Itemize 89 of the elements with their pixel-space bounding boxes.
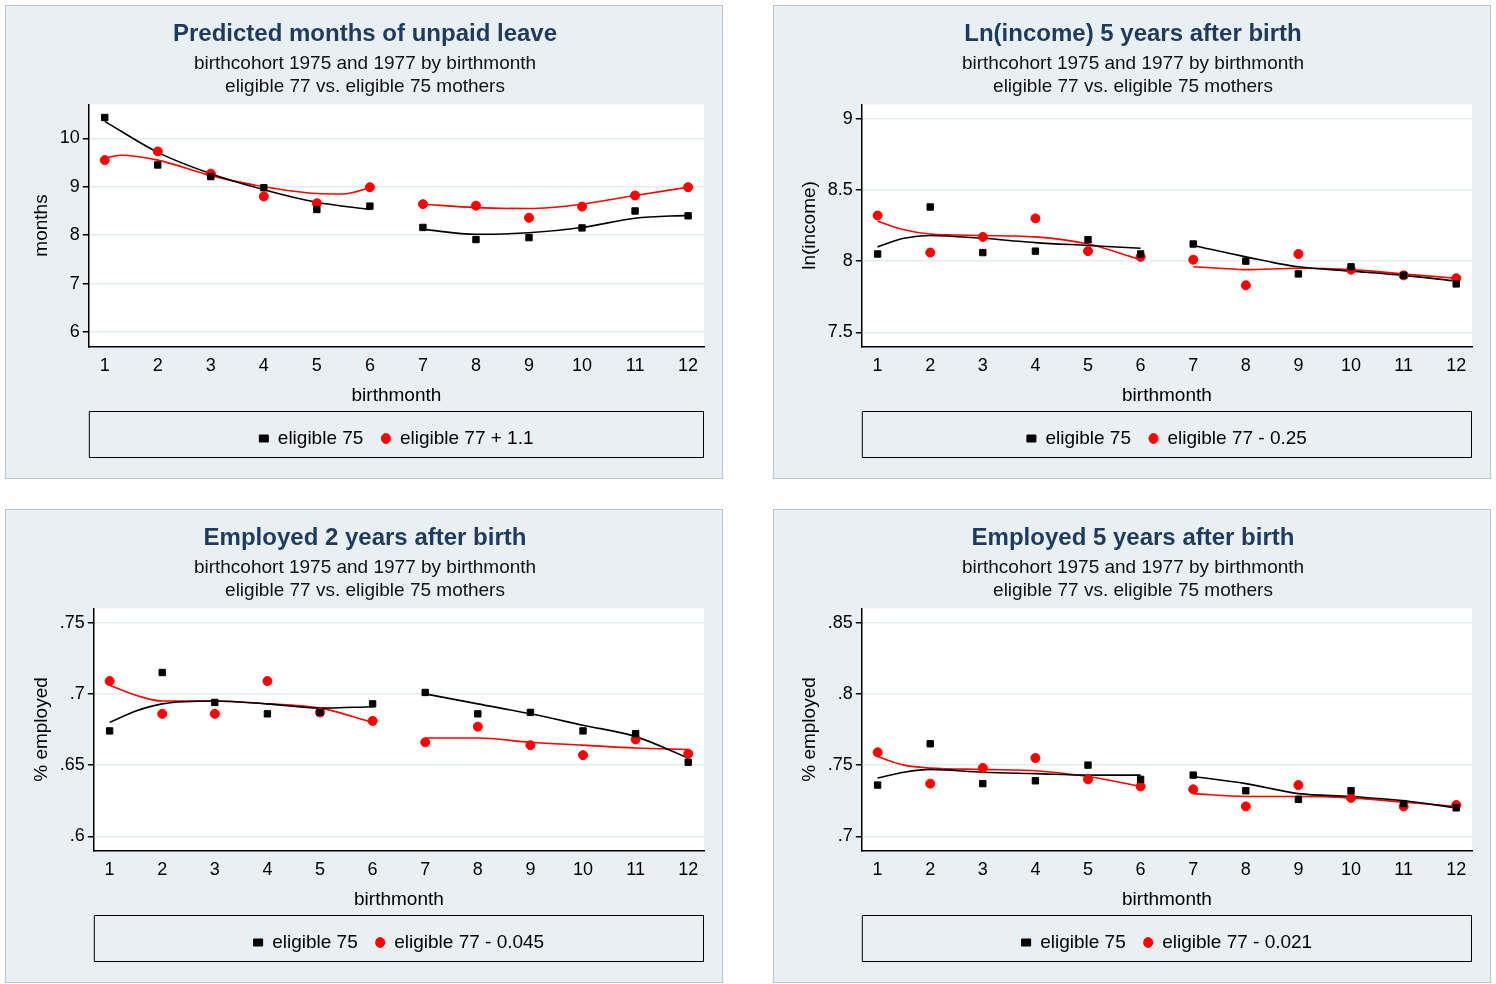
x-tick-label: 4 xyxy=(1030,859,1041,880)
y-tick-label: .75 xyxy=(59,611,85,632)
x-tick-label: 12 xyxy=(1446,355,1467,376)
y-axis-title: ln(income) xyxy=(797,181,819,270)
x-tick-label: 12 xyxy=(678,859,699,880)
y-tick-label: .6 xyxy=(69,825,85,846)
y-tick-label: .7 xyxy=(837,825,853,846)
x-tick-label: 6 xyxy=(364,355,375,376)
x-tick-label: 8 xyxy=(1240,355,1251,376)
x-tick-label: 4 xyxy=(258,355,269,376)
legend-label: eligible 77 + 1.1 xyxy=(399,426,534,448)
x-tick-label: 2 xyxy=(925,859,936,880)
y-tick-label: 8.5 xyxy=(827,178,853,199)
x-axis-title: birthmonth xyxy=(1122,383,1212,405)
y-tick-label: 10 xyxy=(59,127,80,148)
chart-subtitle: birthcohort 1975 and 1977 by birthmonth eligible 77 vs. eligible 75 mothers xyxy=(193,52,537,97)
x-tick-label: 10 xyxy=(1341,859,1362,880)
chart-subtitle: birthcohort 1975 and 1977 by birthmonth eligible 77 vs. eligible 75 mothers xyxy=(961,556,1305,601)
x-axis-title: birthmonth xyxy=(354,887,444,909)
legend-label: eligible 75 xyxy=(277,426,364,448)
x-tick-label: 4 xyxy=(262,859,273,880)
x-tick-label: 10 xyxy=(573,859,594,880)
x-tick-label: 11 xyxy=(626,859,645,880)
x-tick-label: 9 xyxy=(1293,355,1304,376)
x-tick-label: 11 xyxy=(1394,859,1413,880)
x-tick-label: 2 xyxy=(152,355,163,376)
x-tick-label: 9 xyxy=(1293,859,1304,880)
x-tick-label: 10 xyxy=(1341,355,1362,376)
x-tick-label: 5 xyxy=(315,859,326,880)
legend-label: eligible 77 - 0.25 xyxy=(1167,426,1307,448)
x-tick-label: 3 xyxy=(209,859,220,880)
x-tick-label: 11 xyxy=(625,355,645,376)
x-tick-label: 11 xyxy=(1394,355,1413,376)
legend-label: eligible 77 - 0.045 xyxy=(394,930,545,952)
chart-subtitle: birthcohort 1975 and 1977 by birthmonth eligible 77 vs. eligible 75 mothers xyxy=(961,52,1305,97)
x-tick-label: 7 xyxy=(417,355,428,376)
x-tick-label: 12 xyxy=(1446,859,1467,880)
y-tick-label: 9 xyxy=(69,175,80,196)
y-tick-label: 7 xyxy=(69,272,80,293)
y-tick-label: 8 xyxy=(69,224,80,245)
y-tick-label: 6 xyxy=(69,321,80,342)
x-tick-label: 8 xyxy=(470,355,481,376)
x-tick-label: 5 xyxy=(311,355,322,376)
x-tick-label: 6 xyxy=(367,859,378,880)
y-tick-label: .7 xyxy=(69,682,85,703)
x-tick-label: 6 xyxy=(1135,355,1146,376)
x-tick-label: 2 xyxy=(925,355,936,376)
x-tick-label: 2 xyxy=(157,859,168,880)
y-axis-title: % employed xyxy=(29,677,51,782)
legend-label: eligible 75 xyxy=(1040,930,1126,952)
y-tick-label: 8 xyxy=(842,250,853,271)
x-tick-label: 6 xyxy=(1135,859,1146,880)
y-tick-label: .85 xyxy=(827,611,853,632)
x-tick-label: 9 xyxy=(525,859,536,880)
x-axis-title: birthmonth xyxy=(351,383,442,405)
y-tick-label: .75 xyxy=(827,754,853,775)
x-tick-label: 8 xyxy=(472,859,483,880)
y-tick-label: 7.5 xyxy=(827,321,853,342)
x-tick-label: 12 xyxy=(678,355,699,376)
legend-label: eligible 75 xyxy=(1045,426,1131,448)
legend-label: eligible 77 - 0.021 xyxy=(1162,930,1313,952)
x-tick-label: 4 xyxy=(1030,355,1041,376)
x-tick-label: 5 xyxy=(1083,859,1094,880)
chart-title: Employed 5 years after birth xyxy=(971,523,1295,551)
x-tick-label: 8 xyxy=(1240,859,1251,880)
x-tick-label: 7 xyxy=(1188,355,1199,376)
x-tick-label: 7 xyxy=(420,859,431,880)
x-tick-label: 3 xyxy=(977,355,988,376)
y-axis-title: months xyxy=(29,194,51,257)
chart-subtitle: birthcohort 1975 and 1977 by birthmonth eligible 77 vs. eligible 75 mothers xyxy=(193,556,537,601)
x-tick-label: 9 xyxy=(523,355,534,376)
x-axis-title: birthmonth xyxy=(1122,887,1212,909)
legend-label: eligible 75 xyxy=(272,930,358,952)
y-axis-title: % employed xyxy=(797,677,819,782)
y-tick-label: .65 xyxy=(59,754,85,775)
chart-title: Predicted months of unpaid leave xyxy=(172,19,558,47)
chart-title: Employed 2 years after birth xyxy=(203,523,527,551)
y-tick-label: 9 xyxy=(842,107,853,128)
chart-title: Ln(income) 5 years after birth xyxy=(964,19,1302,47)
x-tick-label: 10 xyxy=(572,355,593,376)
y-tick-label: .8 xyxy=(837,682,853,703)
x-tick-label: 5 xyxy=(1083,355,1094,376)
x-tick-label: 1 xyxy=(104,859,115,880)
x-tick-label: 1 xyxy=(99,355,110,376)
x-tick-label: 3 xyxy=(977,859,988,880)
x-tick-label: 1 xyxy=(872,355,883,376)
x-tick-label: 7 xyxy=(1188,859,1199,880)
x-tick-label: 1 xyxy=(872,859,883,880)
x-tick-label: 3 xyxy=(205,355,216,376)
